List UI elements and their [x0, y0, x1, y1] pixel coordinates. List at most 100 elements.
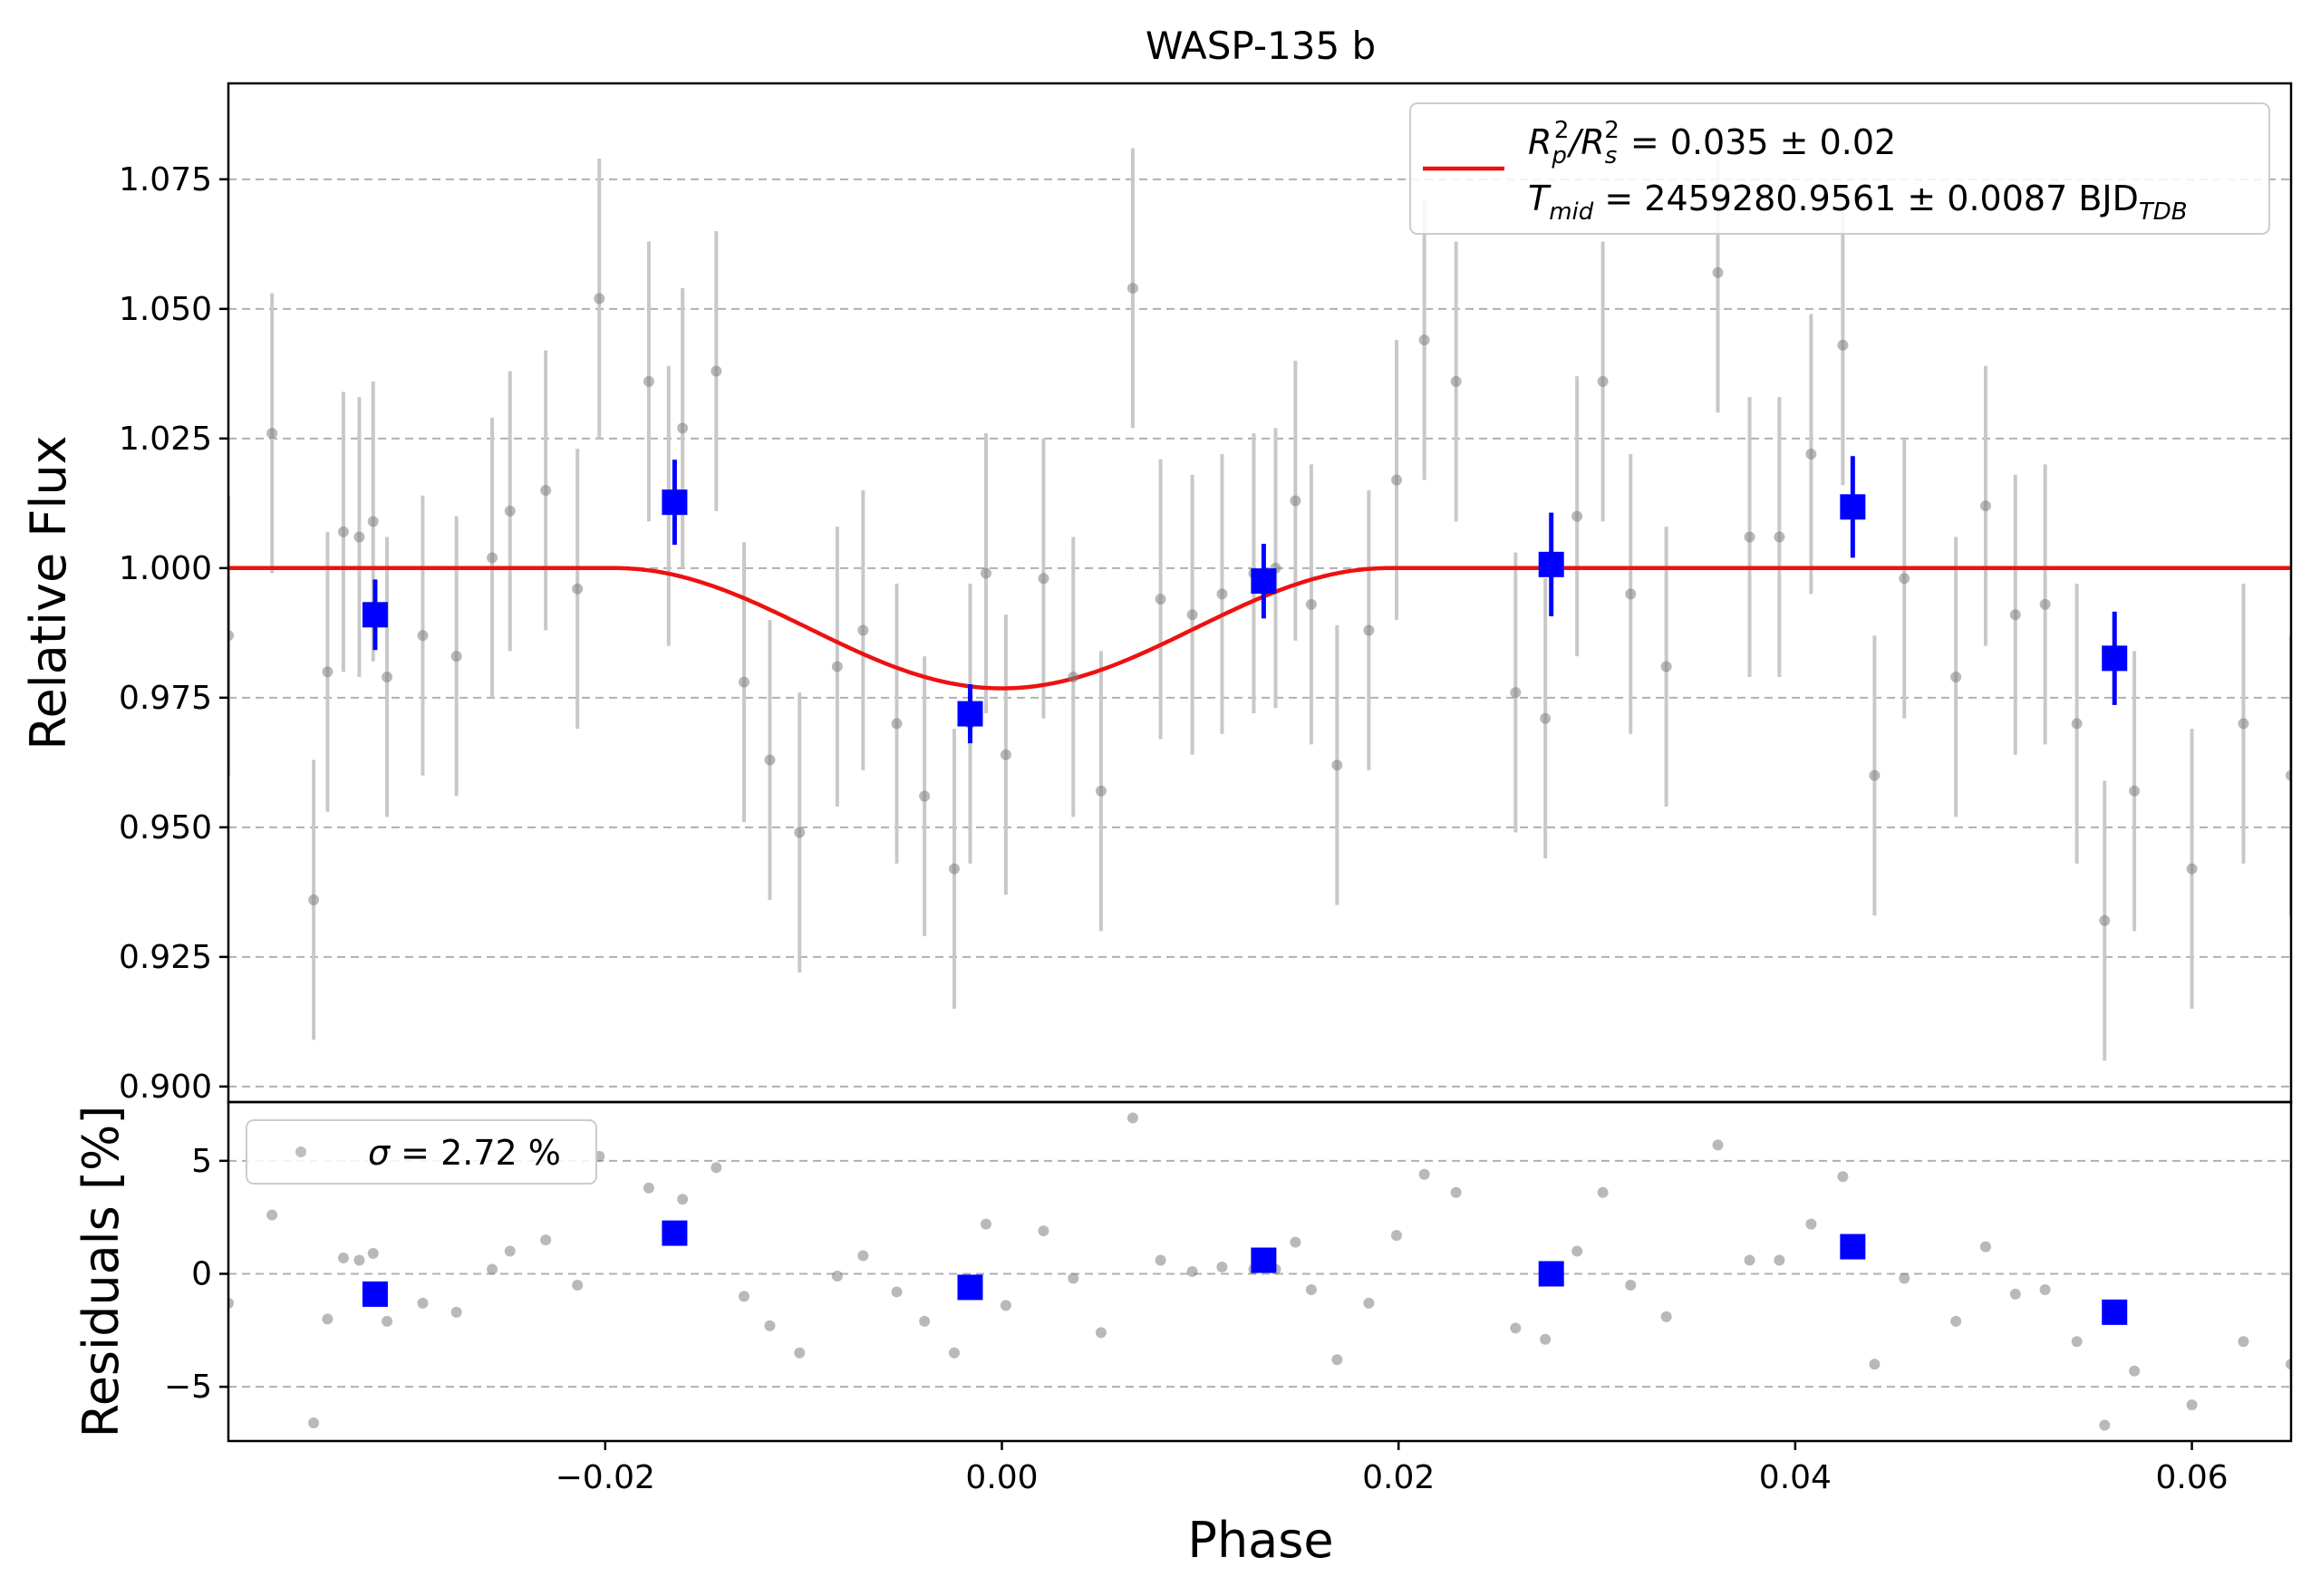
raw-point — [739, 676, 749, 688]
binned-point — [662, 489, 688, 516]
flux-ytick-label: 1.050 — [119, 291, 212, 328]
binned-point — [2102, 645, 2128, 672]
raw-point — [1979, 500, 1991, 512]
raw-residual-point — [1869, 1359, 1881, 1370]
raw-residual-point — [1660, 1311, 1672, 1322]
raw-residual-point — [308, 1417, 320, 1429]
raw-point — [1290, 495, 1301, 507]
legend-depth-label: Rp2/Rs2 = 0.035 ± 0.02 — [1528, 117, 1896, 169]
raw-residual-point — [382, 1315, 393, 1327]
flux-gridlines — [228, 178, 2291, 1088]
raw-point — [450, 651, 462, 663]
binned-point — [1538, 551, 1564, 577]
raw-point — [1186, 609, 1198, 621]
raw-point — [504, 505, 516, 517]
raw-residual-point — [1450, 1186, 1462, 1198]
raw-point — [367, 516, 379, 527]
raw-residual-point — [417, 1297, 429, 1309]
flux-legend-box — [1409, 102, 2270, 235]
binned-point — [957, 701, 983, 727]
model-curve — [228, 566, 2291, 691]
binned-residual-point — [1840, 1233, 1866, 1260]
raw-point — [2186, 863, 2198, 875]
raw-point — [1155, 594, 1166, 605]
raw-point — [1625, 588, 1637, 600]
raw-residual-point — [1155, 1254, 1166, 1266]
raw-point — [353, 531, 365, 543]
raw-residual-point — [1038, 1225, 1049, 1237]
raw-residual-point — [1363, 1297, 1375, 1309]
binned-residual-point — [1251, 1247, 1277, 1273]
raw-point — [948, 863, 960, 875]
raw-residual-point — [2186, 1399, 2198, 1411]
raw-residual-point — [322, 1313, 334, 1325]
raw-residual-point — [572, 1279, 584, 1291]
binned-residual-point — [662, 1220, 688, 1246]
flux-yticks: 0.900 0.925 0.950 0.975 1.000 1.025 1.050 1.075 — [119, 161, 228, 1106]
raw-residual-point — [2286, 1359, 2291, 1370]
flux-ytick-label: 0.925 — [119, 939, 212, 976]
residual-ytick-label: 5 — [191, 1143, 212, 1180]
raw-residual-point — [266, 1209, 278, 1221]
raw-point — [2071, 718, 2083, 730]
raw-residual-point — [1540, 1333, 1552, 1345]
raw-residual-point — [504, 1245, 516, 1257]
raw-point — [919, 790, 931, 802]
raw-point — [980, 567, 991, 579]
raw-residual-point — [1305, 1283, 1317, 1295]
raw-residual-point — [1186, 1266, 1198, 1277]
raw-residual-point — [1571, 1245, 1583, 1257]
raw-residual-point — [1000, 1300, 1011, 1311]
raw-point — [322, 666, 334, 678]
raw-point — [1038, 573, 1049, 585]
raw-point — [1331, 759, 1343, 771]
raw-point — [1068, 671, 1079, 682]
binned-point — [1840, 494, 1866, 520]
raw-point — [831, 661, 843, 672]
raw-residual-point — [1095, 1327, 1107, 1339]
raw-point — [1571, 510, 1583, 522]
legend-residual-marker — [295, 1146, 306, 1157]
raw-point — [572, 583, 584, 595]
raw-residual-point — [948, 1347, 960, 1359]
raw-point — [1805, 448, 1817, 459]
raw-point — [1305, 598, 1317, 610]
raw-residual-point — [891, 1286, 903, 1298]
raw-point — [540, 485, 552, 497]
raw-residual-point — [831, 1270, 843, 1282]
raw-point — [1774, 531, 1785, 543]
chart-title: WASP-135 b — [1146, 24, 1376, 68]
binned-point — [1251, 568, 1277, 595]
raw-residual-point — [487, 1263, 498, 1275]
raw-point — [857, 624, 869, 636]
flux-y-axis-label: Relative Flux — [20, 435, 77, 750]
raw-residual-point — [1979, 1241, 1991, 1253]
raw-residual-point — [1744, 1254, 1755, 1266]
legend-tmid-label: Tmid = 2459280.9561 ± 0.0087 BJDTDB — [1528, 179, 2188, 226]
raw-point — [1869, 769, 1881, 781]
model-curve-group — [228, 566, 2291, 691]
raw-residual-point — [450, 1306, 462, 1318]
flux-panel: 0.900 0.925 0.950 0.975 1.000 1.025 1.050 1.075 — [119, 82, 2293, 1106]
raw-point — [228, 630, 234, 642]
raw-residual-points — [228, 1112, 2291, 1431]
raw-residual-point — [2039, 1283, 2051, 1295]
binned-point — [362, 602, 388, 628]
raw-point — [266, 428, 278, 440]
raw-residual-point — [1950, 1315, 1962, 1327]
raw-residual-point — [2009, 1288, 2021, 1300]
raw-residual-point — [1712, 1139, 1724, 1151]
phase-xtick-label: 0.04 — [1759, 1459, 1832, 1496]
raw-point — [1363, 624, 1375, 636]
flux-ytick-label: 1.025 — [119, 421, 212, 458]
raw-point — [794, 827, 806, 838]
raw-residual-point — [1774, 1254, 1785, 1266]
raw-residual-point — [1805, 1218, 1817, 1230]
flux-ytick-label: 1.075 — [119, 161, 212, 198]
raw-residual-point — [1391, 1230, 1403, 1242]
binned-residual-point — [2102, 1299, 2128, 1325]
phase-xtick-label: −0.02 — [556, 1459, 655, 1496]
raw-point — [1450, 375, 1462, 387]
raw-residual-point — [919, 1315, 931, 1327]
